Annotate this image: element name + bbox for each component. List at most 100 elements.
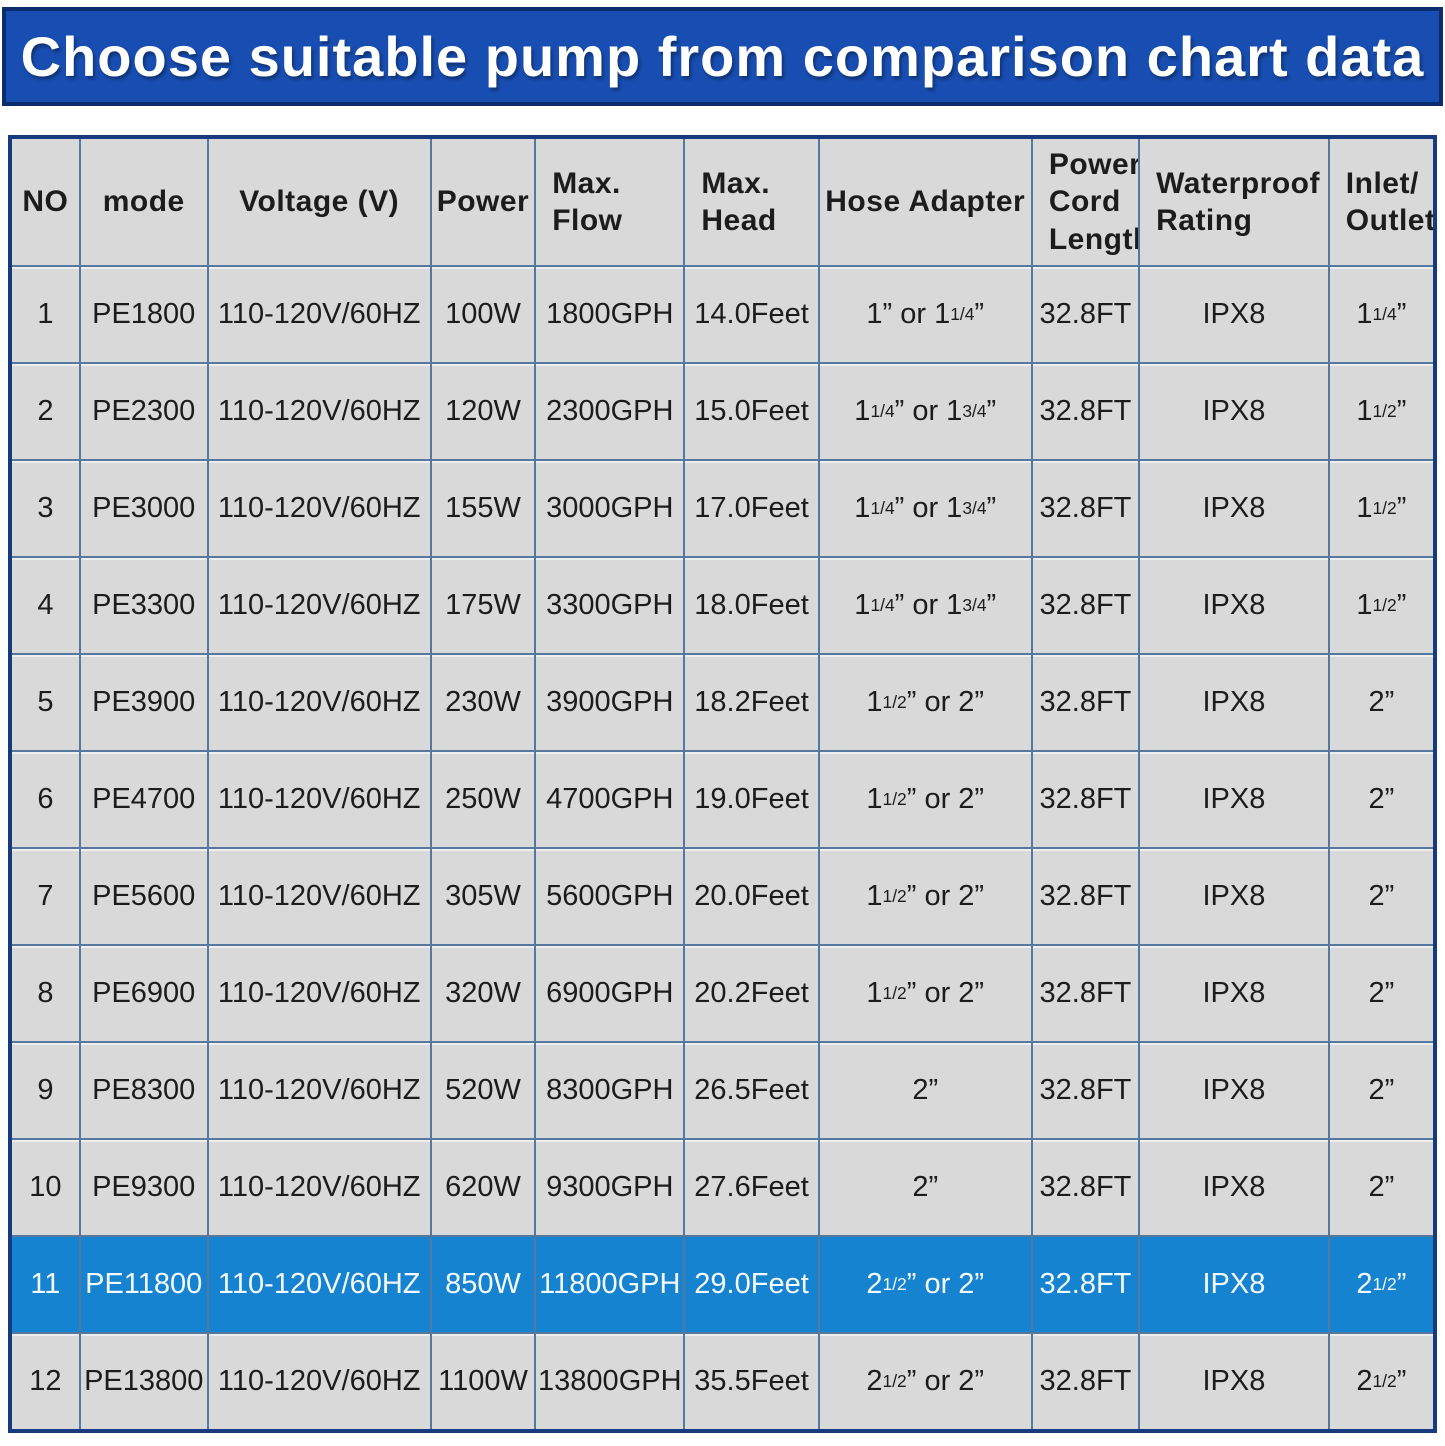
column-header-max-flow: Max. Flow (534, 139, 684, 265)
column-header-mode: mode (78, 139, 207, 265)
cell-hose_adapter: 1 1/2” or 2” (817, 653, 1031, 750)
cell-cord_length: 32.8FT (1030, 944, 1139, 1041)
cell-max_head: 14.0Feet (683, 265, 818, 362)
cell-max_head: 35.5Feet (683, 1332, 818, 1429)
cell-voltage: 110-120V/60HZ (206, 750, 430, 847)
cell-max_flow: 3000GPH (534, 459, 684, 556)
cell-inlet_outlet: 2” (1327, 944, 1433, 1041)
cell-mode: PE3900 (78, 653, 207, 750)
cell-hose_adapter: 1 1/2” or 2” (817, 847, 1031, 944)
cell-cord_length: 32.8FT (1030, 459, 1139, 556)
cell-max_flow: 6900GPH (534, 944, 684, 1041)
cell-inlet_outlet: 2 1/2” (1327, 1235, 1433, 1332)
cell-max_head: 29.0Feet (683, 1235, 818, 1332)
cell-mode: PE9300 (78, 1138, 207, 1235)
cell-mode: PE6900 (78, 944, 207, 1041)
cell-max_flow: 5600GPH (534, 847, 684, 944)
cell-waterproof: IPX8 (1138, 1332, 1328, 1429)
cell-power: 250W (429, 750, 535, 847)
cell-mode: PE11800 (78, 1235, 207, 1332)
cell-hose_adapter: 1 1/2” or 2” (817, 750, 1031, 847)
cell-power: 120W (429, 362, 535, 459)
cell-mode: PE8300 (78, 1041, 207, 1138)
cell-max_head: 26.5Feet (683, 1041, 818, 1138)
cell-waterproof: IPX8 (1138, 459, 1328, 556)
cell-mode: PE4700 (78, 750, 207, 847)
cell-hose_adapter: 1 1/4” or 1 3/4” (817, 459, 1031, 556)
cell-inlet_outlet: 2 1/2” (1327, 1332, 1433, 1429)
cell-no: 12 (12, 1332, 79, 1429)
cell-voltage: 110-120V/60HZ (206, 1041, 430, 1138)
cell-hose_adapter: 1 1/4” or 1 3/4” (817, 362, 1031, 459)
cell-max_head: 18.0Feet (683, 556, 818, 653)
cell-no: 1 (12, 265, 79, 362)
cell-hose_adapter: 1 1/2” or 2” (817, 944, 1031, 1041)
cell-cord_length: 32.8FT (1030, 1138, 1139, 1235)
cell-inlet_outlet: 2” (1327, 847, 1433, 944)
cell-power: 520W (429, 1041, 535, 1138)
cell-max_flow: 8300GPH (534, 1041, 684, 1138)
cell-cord_length: 32.8FT (1030, 362, 1139, 459)
cell-no: 9 (12, 1041, 79, 1138)
cell-voltage: 110-120V/60HZ (206, 847, 430, 944)
cell-cord_length: 32.8FT (1030, 750, 1139, 847)
cell-waterproof: IPX8 (1138, 944, 1328, 1041)
cell-max_flow: 9300GPH (534, 1138, 684, 1235)
column-header-voltage: Voltage (V) (206, 139, 430, 265)
cell-no: 4 (12, 556, 79, 653)
cell-hose_adapter: 2 1/2” or 2” (817, 1332, 1031, 1429)
cell-max_head: 20.0Feet (683, 847, 818, 944)
cell-voltage: 110-120V/60HZ (206, 556, 430, 653)
cell-voltage: 110-120V/60HZ (206, 653, 430, 750)
column-header-power: Power (429, 139, 535, 265)
column-header-hose-adapter: Hose Adapter (817, 139, 1031, 265)
cell-max_head: 19.0Feet (683, 750, 818, 847)
cell-power: 155W (429, 459, 535, 556)
cell-mode: PE3300 (78, 556, 207, 653)
cell-hose_adapter: 2 1/2” or 2” (817, 1235, 1031, 1332)
cell-max_flow: 13800GPH (534, 1332, 684, 1429)
cell-inlet_outlet: 2” (1327, 1041, 1433, 1138)
cell-waterproof: IPX8 (1138, 1138, 1328, 1235)
cell-voltage: 110-120V/60HZ (206, 362, 430, 459)
cell-cord_length: 32.8FT (1030, 1041, 1139, 1138)
cell-waterproof: IPX8 (1138, 556, 1328, 653)
banner: Choose suitable pump from comparison cha… (2, 7, 1443, 106)
cell-cord_length: 32.8FT (1030, 556, 1139, 653)
cell-waterproof: IPX8 (1138, 265, 1328, 362)
cell-no: 5 (12, 653, 79, 750)
column-header-no: NO (12, 139, 79, 265)
column-header-inlet-outlet: Inlet/ Outlet (1327, 139, 1433, 265)
cell-mode: PE13800 (78, 1332, 207, 1429)
cell-max_head: 20.2Feet (683, 944, 818, 1041)
cell-voltage: 110-120V/60HZ (206, 459, 430, 556)
cell-inlet_outlet: 1 1/2” (1327, 556, 1433, 653)
cell-inlet_outlet: 1 1/2” (1327, 459, 1433, 556)
cell-no: 7 (12, 847, 79, 944)
cell-power: 100W (429, 265, 535, 362)
cell-inlet_outlet: 1 1/2” (1327, 362, 1433, 459)
pump-table: NO mode Voltage (V) Power Max. Flow Max.… (8, 135, 1437, 1433)
cell-power: 305W (429, 847, 535, 944)
cell-cord_length: 32.8FT (1030, 1332, 1139, 1429)
cell-waterproof: IPX8 (1138, 362, 1328, 459)
cell-mode: PE1800 (78, 265, 207, 362)
cell-cord_length: 32.8FT (1030, 1235, 1139, 1332)
cell-waterproof: IPX8 (1138, 653, 1328, 750)
cell-mode: PE2300 (78, 362, 207, 459)
cell-no: 10 (12, 1138, 79, 1235)
cell-inlet_outlet: 2” (1327, 750, 1433, 847)
cell-hose_adapter: 1 1/4” or 1 3/4” (817, 556, 1031, 653)
cell-cord_length: 32.8FT (1030, 847, 1139, 944)
cell-cord_length: 32.8FT (1030, 265, 1139, 362)
cell-voltage: 110-120V/60HZ (206, 1235, 430, 1332)
cell-mode: PE3000 (78, 459, 207, 556)
cell-max_flow: 1800GPH (534, 265, 684, 362)
column-header-max-head: Max. Head (683, 139, 818, 265)
cell-mode: PE5600 (78, 847, 207, 944)
cell-waterproof: IPX8 (1138, 847, 1328, 944)
cell-voltage: 110-120V/60HZ (206, 944, 430, 1041)
cell-max_flow: 11800GPH (534, 1235, 684, 1332)
column-header-cord-length: Power Cord Length (1030, 139, 1139, 265)
cell-max_head: 17.0Feet (683, 459, 818, 556)
